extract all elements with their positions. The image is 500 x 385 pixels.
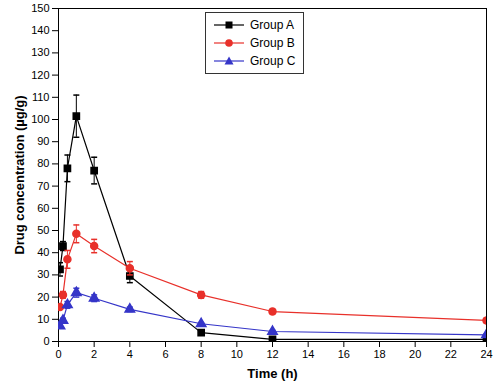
svg-text:90: 90 [37,135,49,147]
svg-text:16: 16 [338,348,350,360]
svg-text:10: 10 [37,313,49,325]
svg-text:14: 14 [302,348,314,360]
svg-text:0: 0 [55,348,61,360]
svg-text:70: 70 [37,180,49,192]
svg-text:130: 130 [31,46,49,58]
svg-text:6: 6 [162,348,168,360]
svg-text:20: 20 [409,348,421,360]
svg-text:10: 10 [231,348,243,360]
svg-text:140: 140 [31,24,49,36]
svg-text:Drug concentration (µg/g): Drug concentration (µg/g) [12,95,27,254]
svg-text:24: 24 [480,348,492,360]
svg-text:40: 40 [37,246,49,258]
svg-text:20: 20 [37,291,49,303]
svg-text:18: 18 [373,348,385,360]
html-text:Group A: Group A [250,18,294,32]
svg-text:110: 110 [32,91,50,103]
svg-text:120: 120 [31,69,49,81]
svg-text:2: 2 [91,348,97,360]
html-text:Group C: Group C [250,54,296,68]
svg-text:0: 0 [43,335,49,347]
svg-text:50: 50 [37,224,49,236]
svg-text:8: 8 [198,348,204,360]
svg-text:Time (h): Time (h) [247,366,297,381]
html-text:Group B: Group B [250,36,295,50]
svg-text:12: 12 [266,348,278,360]
svg-text:4: 4 [127,348,133,360]
svg-text:60: 60 [37,202,49,214]
svg-text:22: 22 [445,348,457,360]
svg-text:30: 30 [37,268,49,280]
svg-text:80: 80 [37,157,49,169]
svg-text:150: 150 [31,2,49,14]
svg-text:100: 100 [31,113,49,125]
